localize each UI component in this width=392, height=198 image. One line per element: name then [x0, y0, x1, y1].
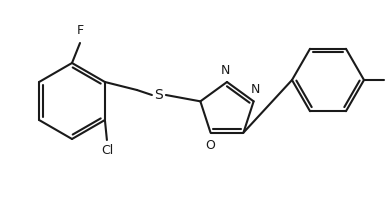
- Text: Cl: Cl: [101, 144, 113, 157]
- Text: N: N: [251, 83, 260, 96]
- Text: N: N: [220, 64, 230, 77]
- Text: F: F: [76, 24, 83, 37]
- Text: O: O: [206, 139, 216, 152]
- Text: S: S: [154, 88, 163, 102]
